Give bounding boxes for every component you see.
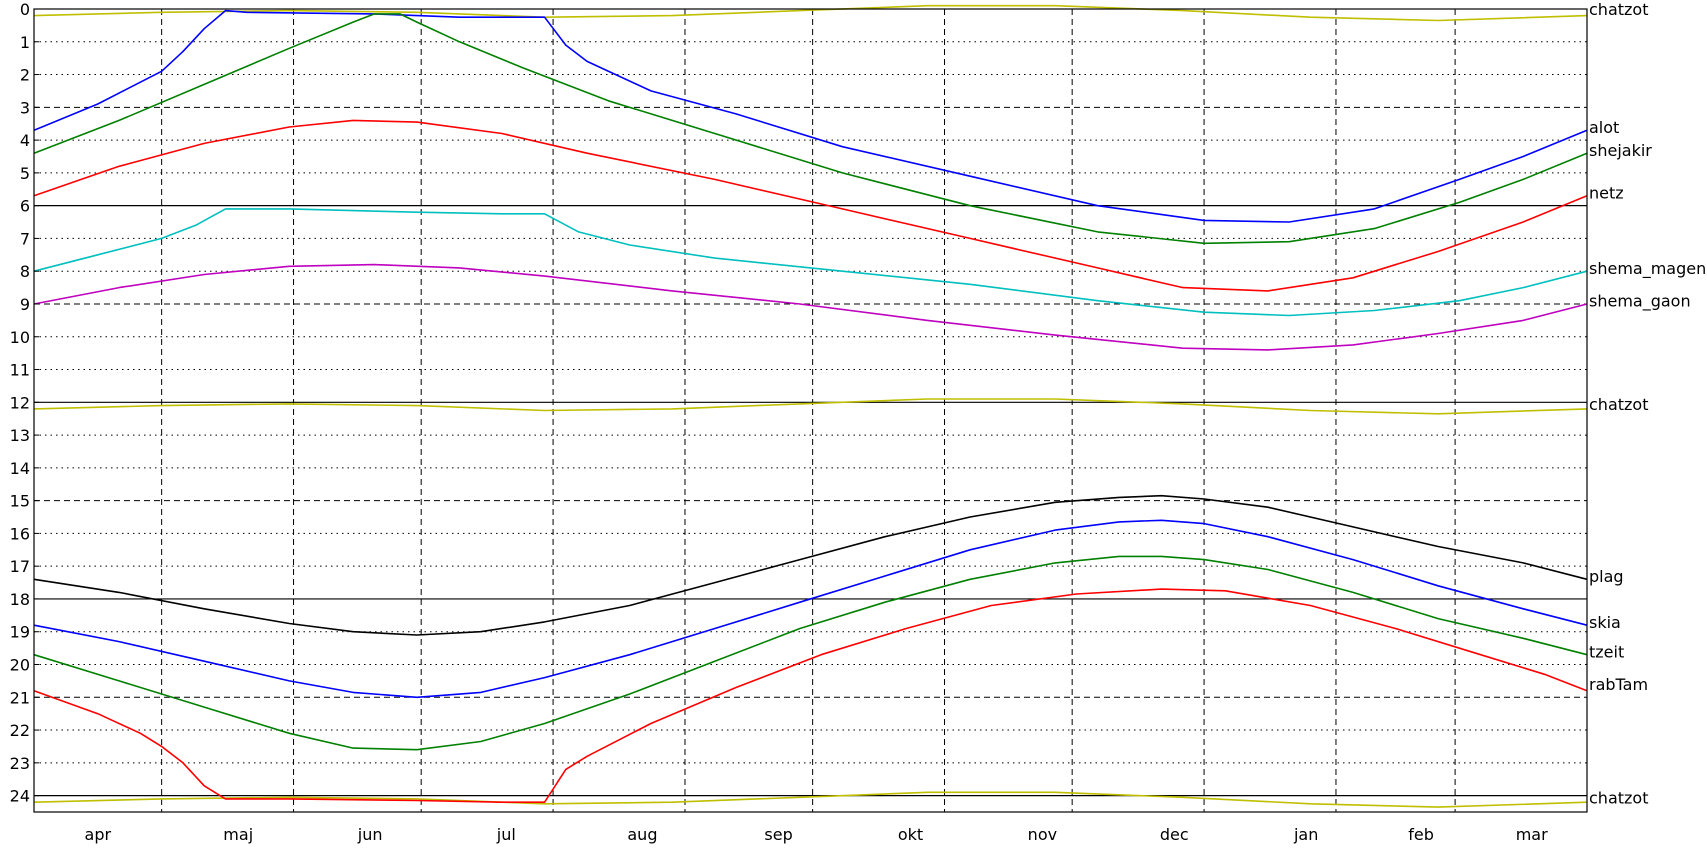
series-line-netz (33, 119, 1588, 292)
y-tick-label: 21 (10, 688, 30, 707)
series-label-shema_gaon: shema_gaon (1589, 292, 1691, 312)
series-label-chatzot: chatzot (1589, 395, 1648, 414)
series-label-tzeit: tzeit (1589, 642, 1624, 661)
x-tick-label: maj (223, 825, 253, 844)
series-label-skia: skia (1589, 613, 1621, 632)
y-tick-label: 2 (20, 66, 30, 85)
x-tick-label: okt (898, 825, 923, 844)
series-label-rabTam: rabTam (1589, 675, 1648, 694)
y-tick-label: 1 (20, 33, 30, 52)
series-label-shema_magen: shema_magen (1589, 259, 1706, 279)
x-tick-label: nov (1028, 825, 1057, 844)
series-label-netz: netz (1589, 184, 1624, 203)
y-tick-label: 19 (10, 623, 30, 642)
y-tick-label: 0 (20, 0, 30, 19)
y-tick-label: 22 (10, 721, 30, 740)
y-tick-label: 20 (10, 656, 30, 675)
series-line-chatzot (33, 791, 1588, 808)
series-label-plag: plag (1589, 567, 1624, 586)
x-tick-label: dec (1160, 825, 1189, 844)
x-tick-label: apr (85, 825, 112, 844)
x-tick-label: aug (627, 825, 657, 844)
y-tick-label: 10 (10, 328, 30, 347)
y-tick-label: 23 (10, 754, 30, 773)
series-label-chatzot: chatzot (1589, 0, 1648, 19)
series-line-shema_magen (33, 208, 1588, 317)
series-layer (33, 4, 1588, 808)
y-tick-label: 17 (10, 557, 30, 576)
x-tick-label: jun (357, 825, 383, 844)
x-tick-label: jan (1293, 825, 1318, 844)
series-line-shema_gaon (33, 263, 1588, 351)
y-tick-label: 15 (10, 492, 30, 511)
series-label-alot: alot (1589, 118, 1619, 137)
series-line-rabTam (33, 588, 1588, 803)
plot-frame (33, 8, 1588, 813)
y-tick-label: 4 (20, 131, 30, 150)
y-tick-label: 24 (10, 787, 30, 806)
tick-layer: 0123456789101112131415161718192021222324… (10, 0, 1548, 844)
series-line-skia (33, 519, 1588, 699)
series-line-shejakir (33, 13, 1588, 245)
series-line-chatzot (33, 398, 1588, 415)
x-tick-label: jul (496, 825, 516, 844)
series-label-chatzot: chatzot (1589, 788, 1648, 807)
y-tick-label: 7 (20, 229, 30, 248)
x-tick-label: mar (1516, 825, 1548, 844)
y-tick-label: 18 (10, 590, 30, 609)
series-line-plag (33, 494, 1588, 636)
series-line-alot (33, 9, 1588, 223)
y-tick-label: 8 (20, 262, 30, 281)
y-tick-label: 14 (10, 459, 30, 478)
y-tick-label: 12 (10, 393, 30, 412)
y-tick-label: 3 (20, 98, 30, 117)
y-tick-label: 13 (10, 426, 30, 445)
x-tick-label: sep (764, 825, 792, 844)
y-tick-label: 6 (20, 197, 30, 216)
series-line-tzeit (33, 555, 1588, 751)
y-tick-label: 9 (20, 295, 30, 314)
y-tick-label: 5 (20, 164, 30, 183)
y-tick-label: 11 (10, 361, 30, 380)
label-layer: chatzot alot shejakir netz shema_magen shema_… (1589, 0, 1706, 807)
series-line-chatzot (33, 4, 1588, 22)
grid-layer (34, 8, 1587, 812)
series-label-shejakir: shejakir (1589, 141, 1652, 160)
x-tick-label: feb (1408, 825, 1434, 844)
y-tick-label: 16 (10, 524, 30, 543)
